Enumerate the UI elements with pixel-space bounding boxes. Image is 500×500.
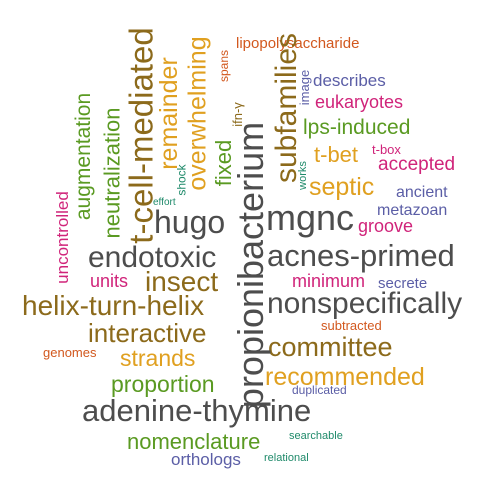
word-relational: relational — [264, 452, 309, 464]
word-duplicated: duplicated — [292, 383, 347, 397]
word-helix-turn-helix: helix-turn-helix — [22, 290, 205, 321]
word-acnes-primed: acnes-primed — [267, 238, 455, 273]
word-proportion: proportion — [111, 371, 215, 397]
word-interactive: interactive — [88, 318, 207, 348]
word-neutralization: neutralization — [98, 107, 124, 239]
word-units: units — [90, 271, 129, 291]
word-shock: shock — [174, 164, 189, 196]
word-effort: effort — [153, 197, 176, 208]
word-works: works — [296, 160, 309, 190]
word-eukaryotes: eukaryotes — [315, 92, 404, 112]
word-insect: insect — [145, 266, 219, 297]
word-nonspecifically: nonspecifically — [267, 287, 463, 320]
word-ancient: ancient — [396, 184, 448, 201]
word-spans: spans — [217, 49, 232, 83]
word-adenine-thymine: adenine-thymine — [82, 393, 312, 428]
word-groove: groove — [358, 216, 414, 236]
word-describes: describes — [313, 71, 386, 90]
word-genomes: genomes — [43, 345, 97, 360]
word-t-cell-mediated: t-cell-mediated — [122, 26, 160, 244]
word-hugo: hugo — [154, 204, 226, 240]
word-recommended: recommended — [265, 363, 425, 391]
word-nomenclature: nomenclature — [127, 429, 261, 454]
word-propionibacterium: propionibacterium — [230, 121, 272, 409]
word-mgnc: mgnc — [266, 197, 355, 238]
word-remainder: remainder — [154, 56, 183, 170]
word-septic: septic — [309, 173, 375, 201]
word-secrete: secrete — [378, 275, 428, 292]
word-lipopolysaccharide: lipopolysaccharide — [236, 35, 360, 52]
word-metazoan: metazoan — [377, 202, 448, 219]
word-subtracted: subtracted — [321, 318, 382, 333]
word-orthologs: orthologs — [171, 450, 241, 469]
word-uncontrolled: uncontrolled — [52, 190, 72, 284]
word-strands: strands — [120, 345, 196, 371]
word-accepted: accepted — [378, 154, 456, 175]
word-overwhelming: overwhelming — [183, 35, 212, 191]
word-image: image — [296, 69, 312, 105]
word-t-box: t-box — [372, 142, 401, 157]
word-searchable: searchable — [289, 430, 343, 442]
word-minimum: minimum — [292, 271, 366, 291]
word-t-bet: t-bet — [314, 142, 359, 167]
word-endotoxic: endotoxic — [88, 241, 217, 274]
word-augmentation: augmentation — [71, 92, 95, 220]
word-lps-induced: lps-induced — [303, 116, 411, 139]
word-committee: committee — [268, 332, 393, 362]
